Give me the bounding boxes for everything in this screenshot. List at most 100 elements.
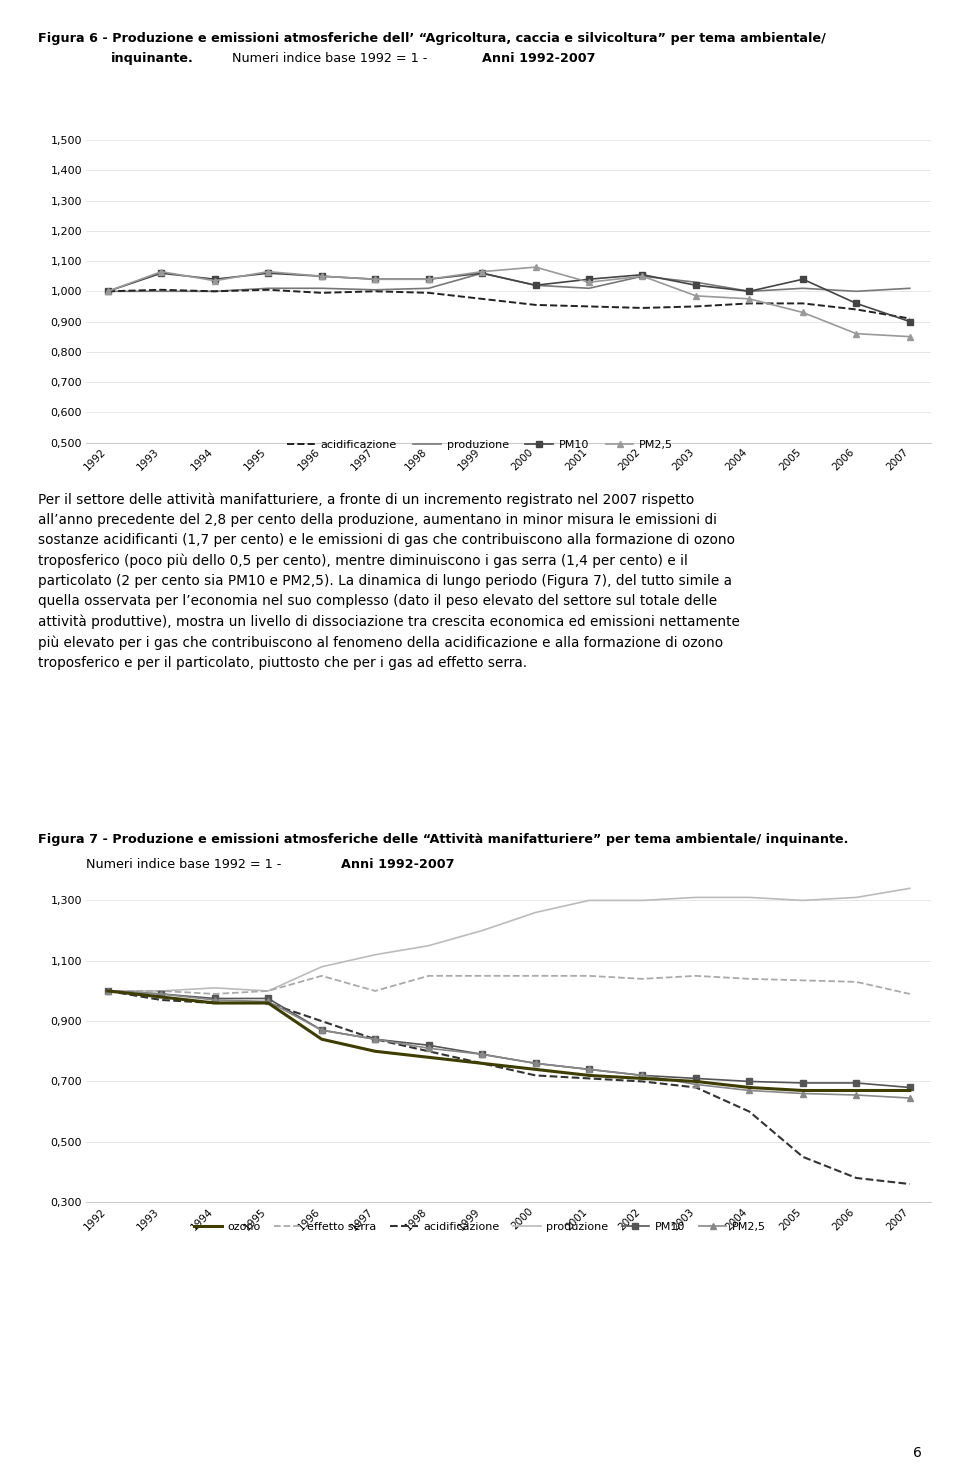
ozono <box>422 1049 434 1066</box>
produzione <box>262 279 274 296</box>
PM2,5 <box>584 1061 595 1078</box>
acidificazione <box>584 1069 595 1087</box>
PM10 <box>316 1021 327 1038</box>
Line: ozono: ozono <box>108 991 910 1090</box>
Line: PM2,5: PM2,5 <box>105 264 913 339</box>
acidificazione <box>316 285 327 302</box>
produzione <box>530 276 541 294</box>
produzione <box>636 267 648 285</box>
produzione <box>422 937 434 954</box>
produzione <box>851 282 862 299</box>
PM2,5 <box>209 991 221 1009</box>
Line: PM10: PM10 <box>105 270 913 324</box>
acidificazione <box>102 982 113 1000</box>
ozono <box>744 1078 756 1096</box>
PM2,5 <box>530 1055 541 1072</box>
acidificazione <box>851 301 862 319</box>
produzione <box>797 891 808 909</box>
acidificazione <box>102 282 113 299</box>
PM2,5 <box>102 282 113 299</box>
produzione <box>370 280 381 298</box>
effetto serra <box>530 968 541 985</box>
ozono <box>262 994 274 1012</box>
acidificazione <box>316 1012 327 1030</box>
PM10 <box>476 264 488 282</box>
acidificazione <box>636 1072 648 1090</box>
produzione <box>904 879 916 897</box>
PM10 <box>530 1055 541 1072</box>
PM10 <box>102 282 113 299</box>
PM2,5 <box>209 271 221 289</box>
produzione <box>690 888 702 906</box>
effetto serra <box>156 982 167 1000</box>
PM2,5 <box>156 263 167 280</box>
Legend: ozono, effetto serra, acidificazione, produzione, PM10, PM2,5: ozono, effetto serra, acidificazione, pr… <box>189 1217 771 1236</box>
produzione <box>422 279 434 296</box>
produzione <box>636 891 648 909</box>
PM10 <box>422 270 434 288</box>
Line: acidificazione: acidificazione <box>108 289 910 319</box>
effetto serra <box>476 968 488 985</box>
produzione <box>476 922 488 940</box>
PM2,5 <box>584 273 595 291</box>
produzione <box>316 279 327 296</box>
Text: 6: 6 <box>913 1447 922 1460</box>
acidificazione <box>422 285 434 302</box>
Text: Per il settore delle attività manifatturiere, a fronte di un incremento registra: Per il settore delle attività manifattur… <box>38 493 740 670</box>
PM10 <box>584 1061 595 1078</box>
Text: Anni 1992-2007: Anni 1992-2007 <box>341 857 454 870</box>
acidificazione <box>370 1031 381 1049</box>
Text: Numeri indice base 1992 = 1 -: Numeri indice base 1992 = 1 - <box>86 857 286 870</box>
ozono <box>476 1055 488 1072</box>
ozono <box>690 1072 702 1090</box>
acidificazione <box>744 1103 756 1121</box>
PM10 <box>636 1066 648 1084</box>
produzione <box>744 888 756 906</box>
acidificazione <box>636 299 648 317</box>
PM10 <box>584 270 595 288</box>
PM2,5 <box>262 993 274 1010</box>
acidificazione <box>209 994 221 1012</box>
PM2,5 <box>797 1084 808 1102</box>
PM10 <box>530 276 541 294</box>
Line: produzione: produzione <box>108 273 910 291</box>
produzione <box>102 982 113 1000</box>
PM10 <box>156 985 167 1003</box>
PM10 <box>744 1072 756 1090</box>
effetto serra <box>851 974 862 991</box>
PM10 <box>851 295 862 313</box>
produzione <box>584 279 595 296</box>
PM10 <box>156 264 167 282</box>
acidificazione <box>744 295 756 313</box>
Line: effetto serra: effetto serra <box>108 976 910 994</box>
acidificazione <box>530 1066 541 1084</box>
acidificazione <box>690 1078 702 1096</box>
PM2,5 <box>422 270 434 288</box>
PM2,5 <box>102 982 113 1000</box>
produzione <box>530 904 541 922</box>
produzione <box>851 888 862 906</box>
Text: Figura 7 - Produzione e emissioni atmosferiche delle “Attività manifatturiere” p: Figura 7 - Produzione e emissioni atmosf… <box>38 833 849 847</box>
ozono <box>209 994 221 1012</box>
PM2,5 <box>636 1066 648 1084</box>
acidificazione <box>156 991 167 1009</box>
acidificazione <box>422 1043 434 1061</box>
Text: inquinante.: inquinante. <box>110 52 193 65</box>
effetto serra <box>904 985 916 1003</box>
PM10 <box>690 1069 702 1087</box>
PM10 <box>262 264 274 282</box>
PM2,5 <box>690 288 702 305</box>
PM10 <box>476 1046 488 1063</box>
PM10 <box>904 1078 916 1096</box>
effetto serra <box>422 968 434 985</box>
ozono <box>851 1081 862 1099</box>
produzione <box>904 279 916 296</box>
PM2,5 <box>744 1081 756 1099</box>
produzione <box>209 282 221 299</box>
Line: PM10: PM10 <box>105 988 913 1090</box>
PM2,5 <box>851 324 862 342</box>
acidificazione <box>476 1055 488 1072</box>
effetto serra <box>370 982 381 1000</box>
produzione <box>156 982 167 1000</box>
produzione <box>584 891 595 909</box>
